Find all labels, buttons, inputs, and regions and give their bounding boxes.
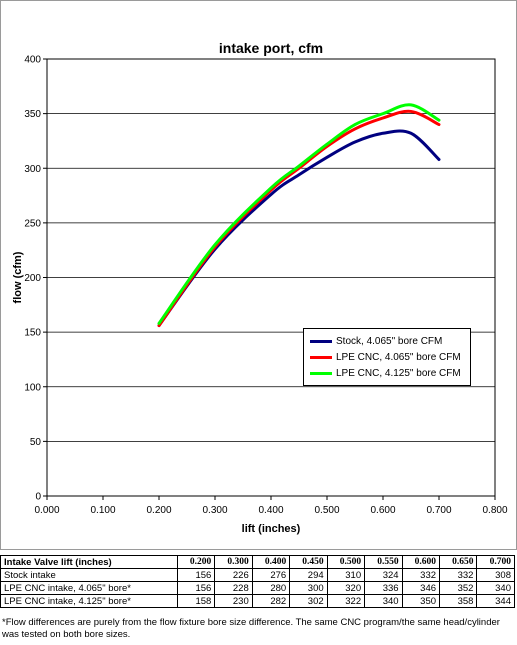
y-tick-label: 250 [24,218,41,229]
x-tick-label: 0.300 [202,505,227,516]
footnote: *Flow differences are purely from the fl… [2,617,500,640]
legend-swatch-0 [310,339,332,343]
x-tick-label: 0.500 [314,505,339,516]
table-header-label: Intake Valve lift (inches) [0,555,178,569]
table-cell: 352 [439,581,478,595]
table-row-label: LPE CNC intake, 4.065" bore* [0,581,178,595]
table-cell: 276 [251,568,291,582]
table-row: Stock intake 156 226 276 294 310 324 332… [0,568,515,582]
legend-item-2: LPE CNC, 4.125" bore CFM [304,365,470,381]
table-cell: 280 [251,581,291,595]
legend-item-1: LPE CNC, 4.065" bore CFM [304,349,470,365]
chart-title: intake port, cfm [219,40,323,56]
y-tick-label: 200 [24,273,41,284]
table-column-header: 0.600 [401,555,441,569]
table-column-header: 0.400 [251,555,291,569]
table-cell: 322 [326,594,366,608]
line-chart: intake port, cfm 0 50 100 150 200 250 300 350 400… [12,40,508,535]
table-cell: 156 [176,568,216,582]
table-cell: 282 [251,594,291,608]
table-column-header: 0.500 [326,555,366,569]
y-tick-label: 100 [24,382,41,393]
plot-frame [46,58,496,497]
x-tick-label: 0.400 [258,505,283,516]
legend-label-1: LPE CNC, 4.065" bore CFM [336,351,461,363]
table-cell: 226 [214,568,253,582]
x-tick-label: 0.600 [370,505,395,516]
table-column-header: 0.450 [289,555,328,569]
x-axis-label: lift (inches) [242,523,301,535]
table-cell: 308 [476,568,515,582]
data-table: Intake Valve lift (inches) 0.200 0.300 0… [0,555,515,608]
table-cell: 230 [214,594,253,608]
table-cell: 294 [289,568,328,582]
table-column-header: 0.550 [364,555,403,569]
table-cell: 324 [364,568,403,582]
legend-swatch-1 [310,355,332,359]
y-tick-label: 350 [24,109,41,120]
y-tick-label: 400 [24,55,41,66]
table-row: LPE CNC intake, 4.065" bore* 156 228 280… [0,581,515,595]
x-tick-label: 0.800 [482,505,507,516]
table-cell: 332 [401,568,441,582]
table-cell: 302 [289,594,328,608]
legend-item-0: Stock, 4.065" bore CFM [304,333,470,349]
table-cell: 346 [401,581,441,595]
x-tick-label: 0.000 [34,505,59,516]
series-line-0 [157,129,441,328]
chart-area: intake port, cfm 0 50 100 150 200 250 300 350 400… [0,0,517,550]
table-cell: 350 [401,594,441,608]
table-row-label: LPE CNC intake, 4.125" bore* [0,594,178,608]
table-column-header: 0.650 [439,555,478,569]
series-line-1 [157,109,441,328]
x-tick-label: 0.700 [426,505,451,516]
table-column-header: 0.700 [476,555,515,569]
table-cell: 340 [476,581,515,595]
table-cell: 358 [439,594,478,608]
table-row-label: Stock intake [0,568,178,582]
table-header-row: Intake Valve lift (inches) 0.200 0.300 0… [0,555,515,569]
legend-swatch-2 [310,371,332,375]
table-cell: 332 [439,568,478,582]
table-cell: 336 [364,581,403,595]
table-cell: 340 [364,594,403,608]
table-cell: 310 [326,568,366,582]
series-line-2 [157,103,441,325]
y-axis-label: flow (cfm) [12,251,24,303]
table-cell: 158 [176,594,216,608]
x-tick-label: 0.100 [90,505,115,516]
y-tick-label: 150 [24,328,41,339]
table-row: LPE CNC intake, 4.125" bore* 158 230 282… [0,594,515,608]
legend-label-0: Stock, 4.065" bore CFM [336,335,443,347]
y-tick-label: 0 [35,492,41,503]
legend: Stock, 4.065" bore CFM LPE CNC, 4.065" b… [303,328,471,386]
x-tick-label: 0.200 [146,505,171,516]
table-cell: 300 [289,581,328,595]
y-tick-label: 300 [24,164,41,175]
table-cell: 228 [214,581,253,595]
table-column-header: 0.300 [214,555,253,569]
table-cell: 344 [476,594,515,608]
table-cell: 156 [176,581,216,595]
y-tick-label: 50 [30,437,42,448]
legend-label-2: LPE CNC, 4.125" bore CFM [336,367,461,379]
table-cell: 320 [326,581,366,595]
table-column-header: 0.200 [176,555,216,569]
